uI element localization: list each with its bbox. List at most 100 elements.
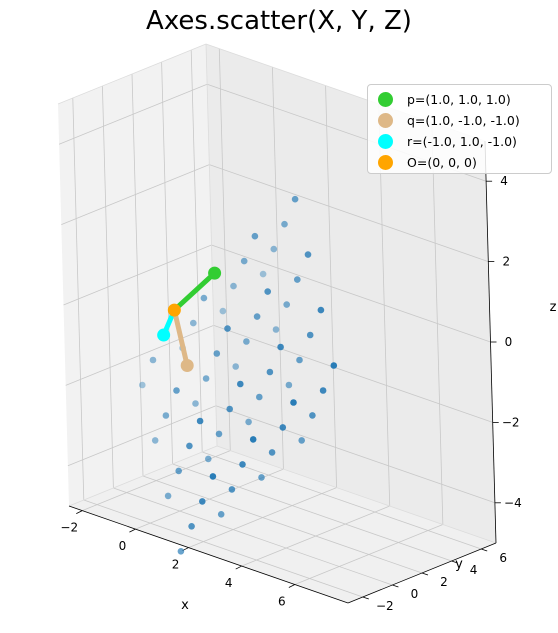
scatter-point: [255, 393, 263, 401]
scatter-point: [177, 548, 185, 555]
q-vector: [171, 307, 190, 369]
scatter-point: [224, 325, 231, 332]
tick-marks: [76, 180, 501, 600]
scatter-point: [151, 437, 159, 444]
z-tick-label: −4: [504, 496, 522, 510]
grid-line: [213, 325, 493, 423]
y-tick-label: 0: [411, 587, 419, 601]
scatter-point: [237, 380, 244, 388]
p-vector: [171, 270, 218, 313]
y-tick-label: 6: [499, 551, 507, 565]
scatter-point: [296, 356, 303, 364]
y-tick: [451, 560, 458, 564]
grid-line: [61, 164, 210, 225]
legend-item-origin: O=(0, 0, 0): [378, 153, 477, 171]
legend-label-origin: O=(0, 0, 0): [407, 154, 477, 170]
scatter-point: [228, 486, 236, 493]
scatter-point: [219, 307, 227, 315]
y-tick-label: 2: [440, 575, 448, 589]
origin-marker: [167, 303, 181, 317]
grid-line: [63, 244, 212, 306]
scatter-point: [291, 195, 299, 203]
grid-line: [83, 499, 363, 598]
legend-marker-r: [378, 133, 393, 149]
pane-edge: [205, 43, 218, 447]
scatter-point: [215, 430, 223, 438]
y-tick-label: 4: [470, 563, 478, 577]
x-axis-label: x: [181, 598, 189, 613]
axis-labels: x y z: [181, 300, 556, 613]
chart-title: Axes.scatter(X, Y, Z): [146, 6, 412, 36]
grid-lines: [58, 48, 496, 598]
scatter-point: [202, 375, 210, 382]
q-marker: [180, 359, 194, 373]
scatter-point: [240, 257, 248, 265]
y-axis-label: y: [455, 557, 463, 572]
r-marker: [157, 328, 171, 342]
legend-marker-q: [378, 112, 393, 128]
scatter-point: [213, 350, 221, 357]
pane-edge: [216, 445, 497, 544]
y-tick: [362, 596, 369, 600]
p-marker: [208, 266, 222, 280]
scatter-point: [139, 381, 146, 389]
scatter-point: [243, 338, 250, 345]
scatter-point: [285, 381, 293, 389]
z-tick-label: 2: [502, 255, 510, 269]
x-tick: [288, 584, 296, 588]
legend-marker-p: [378, 91, 393, 107]
grid-line: [58, 83, 208, 145]
grid-line: [113, 487, 393, 586]
y-tick: [392, 584, 399, 588]
scatter-point: [200, 294, 208, 302]
x-tick: [76, 510, 83, 514]
y-tick-label: −2: [376, 599, 394, 613]
y-tick: [481, 548, 488, 552]
scatter-point: [330, 362, 338, 369]
scatter-point: [268, 449, 276, 456]
scatter-point: [272, 326, 280, 333]
scatter-point: [253, 313, 261, 320]
scatter-point: [317, 306, 325, 314]
scatter-point: [258, 474, 265, 481]
z-axis-label: z: [550, 300, 557, 315]
scatter-point: [192, 400, 199, 407]
scatter-point: [162, 412, 170, 419]
scatter-point: [270, 245, 278, 253]
scatter-point: [232, 363, 239, 370]
scatter-point: [245, 418, 252, 426]
legend-item-q: q=(1.0, -1.0, -1.0): [378, 111, 520, 129]
pane-edge: [57, 43, 207, 105]
tick-labels: −2 0 2 4 6 −2 0 2 4 6 −4 −2 0 2 4: [60, 174, 521, 613]
scatter-point: [290, 399, 297, 406]
scatter-point: [175, 467, 182, 475]
legend-item-p: p=(1.0, 1.0, 1.0): [378, 90, 511, 108]
scatter-point: [298, 437, 306, 444]
legend-label-p: p=(1.0, 1.0, 1.0): [407, 91, 511, 107]
scatter-point: [283, 301, 291, 308]
scatter-point: [164, 492, 172, 500]
legend-label-r: r=(-1.0, 1.0, -1.0): [407, 133, 517, 149]
x-tick: [235, 565, 242, 570]
scatter-point: [226, 405, 233, 413]
grid-line: [172, 463, 452, 562]
scatter-point: [279, 424, 287, 431]
grid-line: [211, 244, 491, 343]
scatter-point: [294, 276, 301, 283]
scatter-point: [306, 331, 314, 339]
grid-line: [142, 475, 423, 574]
scatter-point: [186, 442, 193, 450]
grid-line: [67, 405, 217, 467]
scatter-point: [217, 511, 225, 518]
x-tick-label: 2: [172, 558, 180, 572]
z-tick-label: −2: [502, 415, 520, 429]
x-tick: [129, 528, 136, 533]
scatter-point: [319, 387, 327, 394]
scatter-point: [196, 417, 204, 425]
scatter-point: [251, 232, 259, 240]
grid-line: [209, 164, 489, 262]
grid-line: [215, 405, 496, 504]
y-tick: [421, 572, 429, 576]
z-tick-label: 0: [505, 335, 513, 349]
grid-line: [65, 325, 214, 386]
